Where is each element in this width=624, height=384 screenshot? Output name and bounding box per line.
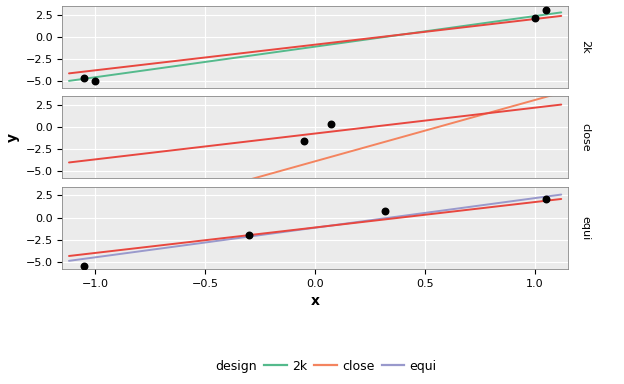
Point — [244, 232, 254, 238]
X-axis label: x: x — [311, 294, 319, 308]
Point — [541, 196, 551, 202]
Legend: design, 2k, close, equi: design, 2k, close, equi — [183, 355, 441, 378]
Point — [299, 138, 309, 144]
Point — [530, 15, 540, 21]
Point — [381, 208, 391, 214]
Point — [79, 75, 89, 81]
Text: close: close — [580, 123, 590, 152]
Text: equi: equi — [580, 215, 590, 240]
Y-axis label: y: y — [6, 133, 20, 142]
Text: 2k: 2k — [580, 40, 590, 54]
Point — [90, 78, 100, 84]
Point — [79, 263, 89, 269]
Point — [326, 121, 336, 127]
Point — [541, 7, 551, 13]
